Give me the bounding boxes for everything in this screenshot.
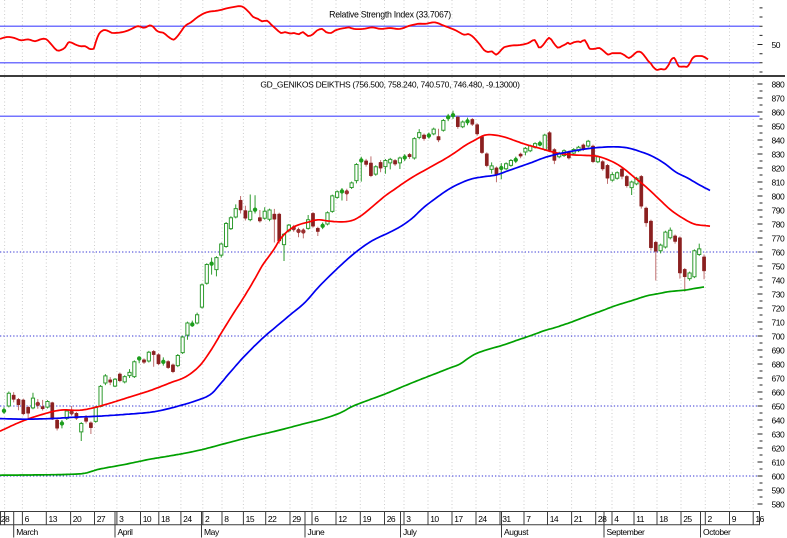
svg-text:680: 680 bbox=[772, 359, 785, 369]
svg-text:610: 610 bbox=[772, 457, 785, 467]
svg-text:6: 6 bbox=[314, 514, 319, 524]
svg-text:2: 2 bbox=[708, 514, 713, 524]
svg-text:June: June bbox=[308, 527, 326, 537]
svg-text:870: 870 bbox=[772, 93, 785, 103]
svg-text:8: 8 bbox=[224, 514, 229, 524]
svg-text:10: 10 bbox=[143, 514, 152, 524]
svg-text:660: 660 bbox=[772, 387, 785, 397]
svg-text:810: 810 bbox=[772, 177, 785, 187]
svg-text:800: 800 bbox=[772, 191, 785, 201]
svg-text:630: 630 bbox=[772, 429, 785, 439]
svg-text:820: 820 bbox=[772, 163, 785, 173]
svg-text:50: 50 bbox=[772, 40, 781, 50]
svg-text:12: 12 bbox=[338, 514, 347, 524]
svg-text:22: 22 bbox=[268, 514, 277, 524]
svg-text:620: 620 bbox=[772, 443, 785, 453]
svg-text:750: 750 bbox=[772, 261, 785, 271]
svg-text:May: May bbox=[204, 527, 220, 537]
svg-text:880: 880 bbox=[772, 79, 785, 89]
svg-text:10: 10 bbox=[430, 514, 439, 524]
svg-text:720: 720 bbox=[772, 303, 785, 313]
svg-text:4: 4 bbox=[614, 514, 619, 524]
svg-text:790: 790 bbox=[772, 205, 785, 215]
svg-text:24: 24 bbox=[183, 514, 192, 524]
svg-text:20: 20 bbox=[73, 514, 82, 524]
svg-text:October: October bbox=[703, 527, 731, 537]
svg-text:3: 3 bbox=[406, 514, 411, 524]
svg-text:28: 28 bbox=[1, 514, 10, 524]
svg-text:3: 3 bbox=[119, 514, 124, 524]
svg-text:710: 710 bbox=[772, 317, 785, 327]
svg-text:26: 26 bbox=[387, 514, 396, 524]
svg-text:670: 670 bbox=[772, 373, 785, 383]
svg-text:GD_GENIKOS DEIKTHS (756.500, 7: GD_GENIKOS DEIKTHS (756.500, 758.240, 74… bbox=[260, 80, 520, 90]
svg-text:July: July bbox=[403, 527, 418, 537]
svg-text:24: 24 bbox=[478, 514, 487, 524]
svg-text:March: March bbox=[16, 527, 38, 537]
svg-text:August: August bbox=[504, 527, 529, 537]
svg-text:860: 860 bbox=[772, 107, 785, 117]
svg-text:18: 18 bbox=[161, 514, 170, 524]
svg-text:15: 15 bbox=[246, 514, 255, 524]
svg-text:650: 650 bbox=[772, 401, 785, 411]
svg-text:700: 700 bbox=[772, 331, 785, 341]
svg-text:11: 11 bbox=[636, 514, 645, 524]
svg-text:Relative Strength Index (33.70: Relative Strength Index (33.7067) bbox=[329, 10, 451, 20]
svg-text:840: 840 bbox=[772, 135, 785, 145]
svg-text:29: 29 bbox=[292, 514, 301, 524]
svg-text:780: 780 bbox=[772, 219, 785, 229]
svg-text:19: 19 bbox=[363, 514, 372, 524]
svg-text:September: September bbox=[607, 527, 646, 537]
svg-text:25: 25 bbox=[683, 514, 692, 524]
svg-text:850: 850 bbox=[772, 121, 785, 131]
svg-text:730: 730 bbox=[772, 289, 785, 299]
svg-text:590: 590 bbox=[772, 485, 785, 495]
svg-text:580: 580 bbox=[772, 499, 785, 509]
svg-text:16: 16 bbox=[755, 514, 764, 524]
svg-text:17: 17 bbox=[454, 514, 463, 524]
svg-text:28: 28 bbox=[598, 514, 607, 524]
svg-text:740: 740 bbox=[772, 275, 785, 285]
svg-text:600: 600 bbox=[772, 471, 785, 481]
svg-text:640: 640 bbox=[772, 415, 785, 425]
svg-text:21: 21 bbox=[574, 514, 583, 524]
svg-text:770: 770 bbox=[772, 233, 785, 243]
svg-text:2: 2 bbox=[205, 514, 210, 524]
svg-text:31: 31 bbox=[502, 514, 511, 524]
svg-text:760: 760 bbox=[772, 247, 785, 257]
svg-text:830: 830 bbox=[772, 149, 785, 159]
svg-text:6: 6 bbox=[25, 514, 30, 524]
svg-text:690: 690 bbox=[772, 345, 785, 355]
svg-text:14: 14 bbox=[550, 514, 559, 524]
svg-text:7: 7 bbox=[526, 514, 531, 524]
svg-text:13: 13 bbox=[49, 514, 58, 524]
svg-text:April: April bbox=[118, 527, 134, 537]
svg-text:27: 27 bbox=[97, 514, 106, 524]
svg-text:18: 18 bbox=[659, 514, 668, 524]
svg-text:9: 9 bbox=[732, 514, 737, 524]
